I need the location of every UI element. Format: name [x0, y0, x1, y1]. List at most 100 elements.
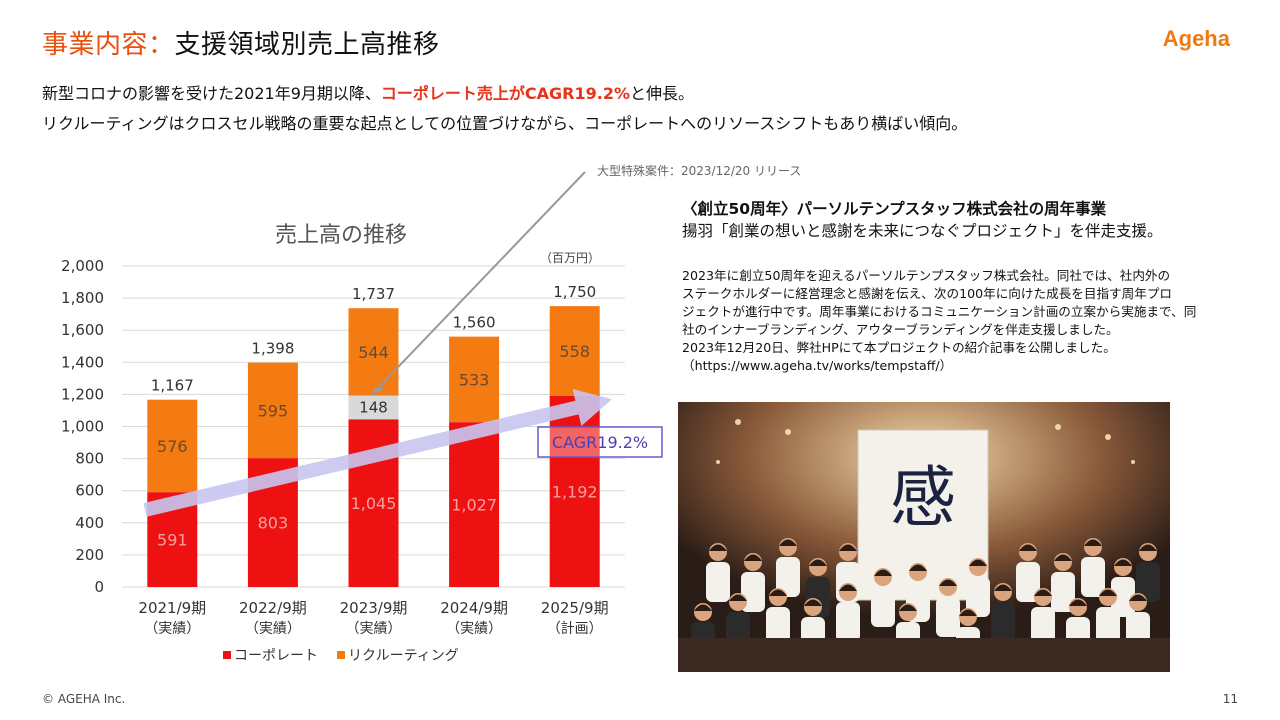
label-total: 1,750	[553, 283, 596, 301]
person-hair	[959, 609, 977, 616]
callout-arrowhead	[370, 387, 386, 396]
bar-recruiting	[549, 306, 600, 396]
legend-label-corporate: コーポレート	[234, 648, 318, 664]
person-hair	[809, 559, 827, 566]
person-hair	[839, 544, 857, 551]
person-hair	[804, 599, 822, 606]
person-body	[1031, 607, 1055, 647]
lead-line-1-b: と伸長。	[630, 84, 695, 103]
event-photo: 感	[678, 402, 1170, 672]
person-hair	[1129, 594, 1147, 601]
y-tick-label: 800	[75, 450, 104, 468]
person-hair	[1054, 554, 1072, 561]
page-number: 11	[1222, 692, 1238, 706]
label-corporate: 1,192	[552, 482, 598, 501]
title-accent: 事業内容：	[42, 30, 175, 60]
x-tick-note: （実績）	[144, 621, 200, 637]
x-tick-label: 2024/9期	[440, 599, 508, 617]
x-tick-label: 2025/9期	[541, 599, 609, 617]
bar-corporate	[449, 422, 500, 587]
lead-line-1-a: 新型コロナの影響を受けた2021年9月期以降、	[42, 84, 381, 103]
title-rest: 支援領域別売上高推移	[174, 30, 440, 60]
desc-line: （https://www.ageha.tv/works/tempstaff/）	[682, 358, 953, 373]
person-hair	[694, 604, 712, 611]
person-body	[836, 602, 860, 642]
person-hair	[1099, 589, 1117, 596]
bar-special	[348, 395, 399, 420]
person-body	[1111, 577, 1135, 617]
person-body	[871, 587, 895, 627]
legend-swatch-recruiting	[337, 651, 345, 659]
desc-line: ジェクトが進行中です。周年事業におけるコミュニケーション計画の立案から実施まで、…	[682, 304, 1197, 319]
person-body	[766, 607, 790, 647]
revenue-chart: 売上高の推移 （百万円） 0 200 400 600 800 1,000 1,200 1,400 1…	[61, 171, 663, 664]
y-tick-label: 1,800	[61, 289, 104, 307]
label-corporate: 591	[157, 531, 188, 550]
bar-recruiting	[348, 308, 399, 396]
bar-recruiting	[147, 399, 198, 493]
event-photo-illustration: 感	[678, 402, 1170, 672]
x-tick-note: （実績）	[245, 621, 301, 637]
person-body	[1081, 557, 1105, 597]
cagr-arrow	[143, 389, 612, 517]
person-hair	[969, 559, 987, 566]
person-hair	[729, 594, 747, 601]
bar-recruiting	[449, 336, 500, 423]
label-corporate: 1,027	[451, 496, 497, 515]
y-tick-label: 400	[75, 514, 104, 532]
project-subtitle: 揚羽「創業の想いと感謝を未来につなぐプロジェクト」を伴走支援。	[682, 222, 1163, 240]
person-hair	[939, 579, 957, 586]
legend-label-recruiting: リクルーティング	[348, 648, 459, 664]
x-tick-note: （実績）	[346, 621, 402, 637]
legend-swatch-corporate	[223, 651, 231, 659]
lead-highlight: コーポレート売上がCAGR19.2%	[380, 84, 630, 103]
label-total: 1,398	[251, 340, 294, 358]
label-total: 1,560	[453, 314, 496, 332]
label-recruiting: 533	[459, 370, 490, 389]
lead-line-2: リクルーティングはクロスセル戦略の重要な起点としての位置づけながら、コーポレート…	[42, 114, 968, 133]
person-hair	[1114, 559, 1132, 566]
label-corporate: 1,045	[351, 494, 397, 513]
person-hair	[909, 564, 927, 571]
person-hair	[839, 584, 857, 591]
desc-line: ステークホルダーに経営理念と感謝を伝え、次の100年に向けた成長を目指す周年プロ	[682, 286, 1173, 301]
person-body	[1016, 562, 1040, 602]
chart-title: 売上高の推移	[275, 223, 407, 248]
person-hair	[1084, 539, 1102, 546]
person-hair	[1069, 599, 1087, 606]
y-tick-label: 200	[75, 546, 104, 564]
desc-line: 社のインナーブランディング、アウターブランディングを伴走支援しました。	[682, 322, 1119, 337]
person-hair	[744, 554, 762, 561]
callout-label: 大型特殊案件：2023/12/20 リリース	[597, 164, 802, 178]
y-tick-label: 600	[75, 482, 104, 500]
person-hair	[769, 589, 787, 596]
person-hair	[899, 604, 917, 611]
project-description: 2023年に創立50周年を迎えるパーソルテンプスタッフ株式会社。同社では、社内外…	[682, 267, 1252, 375]
x-tick-note: （計画）	[547, 621, 603, 637]
y-tick-label: 1,200	[61, 385, 104, 403]
photo-sign-text: 感	[890, 459, 956, 536]
person-body	[1136, 562, 1160, 602]
label-special: 148	[359, 398, 388, 416]
x-tick-label: 2021/9期	[138, 599, 206, 617]
project-title: 〈創立50周年〉パーソルテンプスタッフ株式会社の周年事業	[682, 200, 1107, 218]
label-recruiting: 576	[157, 437, 188, 456]
person-hair	[1139, 544, 1157, 551]
person-body	[1096, 607, 1120, 647]
person-hair	[1034, 589, 1052, 596]
person-body	[706, 562, 730, 602]
person-hair	[1019, 544, 1037, 551]
cagr-box	[537, 426, 663, 458]
person-body	[776, 557, 800, 597]
label-total: 1,737	[352, 285, 395, 303]
person-body	[966, 577, 990, 617]
person-hair	[874, 569, 892, 576]
y-tick-label: 1,000	[61, 418, 104, 436]
person-body	[991, 602, 1015, 642]
person-hair	[709, 544, 727, 551]
person-body	[1051, 572, 1075, 612]
y-tick-label: 1,600	[61, 321, 104, 339]
x-tick-label: 2022/9期	[239, 599, 307, 617]
person-hair	[779, 539, 797, 546]
x-tick-note: （実績）	[446, 621, 502, 637]
